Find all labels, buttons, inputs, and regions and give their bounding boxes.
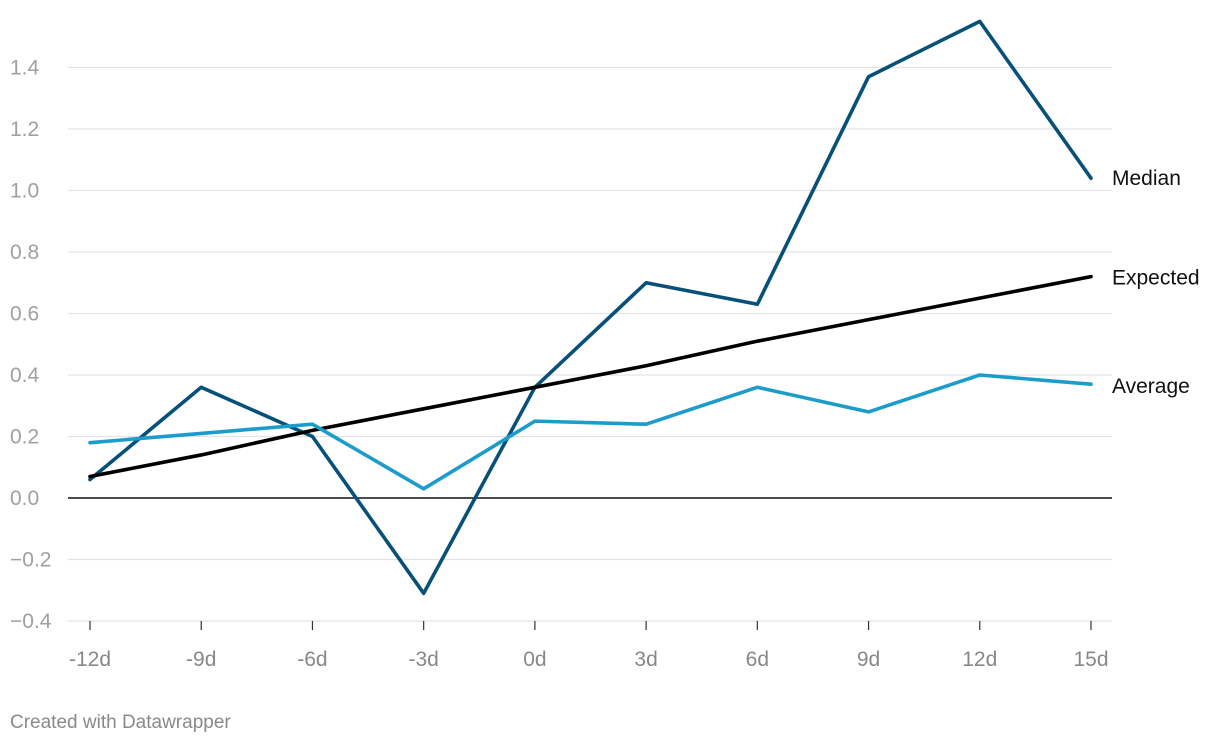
x-tick-label: 6d (746, 648, 769, 671)
x-axis: -12d -9d -6d -3d 0d 3d 6d 9d 12d 15d (69, 621, 1109, 671)
series-label-expected: Expected (1112, 267, 1200, 290)
y-tick-label: 1.2 (10, 118, 39, 141)
x-tick-label: 9d (857, 648, 880, 671)
x-tick-label: -12d (69, 648, 111, 671)
x-tick-label: 15d (1073, 648, 1108, 671)
x-tick-label: -9d (186, 648, 216, 671)
series-line-average (88, 373, 1093, 491)
x-tick-label: 3d (634, 648, 657, 671)
series-label-average: Average (1112, 375, 1190, 398)
y-tick-label: 1.0 (10, 180, 39, 203)
y-tick-label: 0.4 (10, 364, 40, 387)
series-line-median (88, 19, 1093, 596)
y-tick-label: −0.4 (10, 610, 52, 633)
series-lines (88, 19, 1093, 596)
x-tick-label: 0d (523, 648, 546, 671)
y-tick-label: 0.2 (10, 426, 39, 449)
line-chart: 1.4 1.2 1.0 0.8 0.6 0.4 0.2 0.0 −0.2 −0.4 -12d -9d… (10, 19, 1200, 671)
series-label-median: Median (1112, 167, 1181, 190)
y-tick-label: 0.8 (10, 241, 39, 264)
series-labels: Median Expected Average (1112, 167, 1200, 398)
y-axis: 1.4 1.2 1.0 0.8 0.6 0.4 0.2 0.0 −0.2 −0.4 (10, 57, 52, 634)
y-tick-label: 0.6 (10, 303, 39, 326)
x-tick-label: 12d (962, 648, 997, 671)
x-tick-label: -3d (408, 648, 438, 671)
y-tick-label: 1.4 (10, 57, 40, 80)
y-tick-label: −0.2 (10, 549, 51, 572)
grid-lines (68, 66, 1112, 622)
x-tick-label: -6d (297, 648, 327, 671)
credit-text: Created with Datawrapper (10, 712, 231, 733)
series-line-expected (88, 274, 1093, 479)
y-tick-label: 0.0 (10, 487, 39, 510)
